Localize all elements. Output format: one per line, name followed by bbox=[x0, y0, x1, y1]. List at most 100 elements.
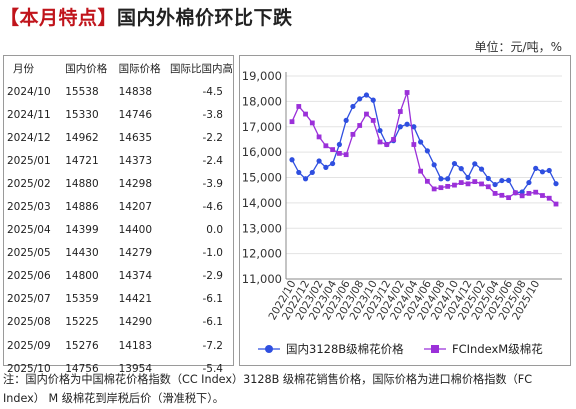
cell-international: 14183 bbox=[118, 339, 153, 352]
table-header-row: 月份 国内价格 国际价格 国际比国内高 bbox=[4, 56, 233, 80]
cell-domestic: 15538 bbox=[65, 85, 99, 98]
cell-international: 14207 bbox=[118, 201, 153, 214]
cell-diff: -2.4 bbox=[202, 154, 224, 167]
page-title: 【本月特点】国内外棉价环比下跌 bbox=[0, 3, 576, 31]
cell-international: 14373 bbox=[118, 154, 153, 167]
header-international: 国际价格 bbox=[118, 62, 161, 75]
data-point bbox=[370, 97, 376, 103]
data-point bbox=[411, 124, 417, 130]
data-point bbox=[533, 165, 539, 171]
data-point bbox=[289, 119, 295, 125]
data-point bbox=[397, 109, 403, 114]
cell-international: 13954 bbox=[118, 362, 153, 375]
cell-diff: -5.4 bbox=[202, 362, 224, 375]
price-line-chart: 11,000 12,000 13,000 14,000 15,000 16,000 17,0… bbox=[242, 69, 562, 356]
cell-domestic: 14721 bbox=[65, 154, 99, 167]
cell-month: 2025/06 bbox=[7, 270, 51, 283]
data-point bbox=[499, 177, 505, 184]
cell-diff: -3.8 bbox=[202, 108, 224, 121]
cell-domestic: 14399 bbox=[65, 224, 99, 237]
data-point bbox=[540, 193, 545, 198]
data-point bbox=[289, 157, 295, 163]
data-point bbox=[553, 201, 559, 207]
data-point bbox=[357, 123, 363, 128]
cell-month: 2025/01 bbox=[7, 154, 51, 167]
data-point bbox=[472, 161, 478, 167]
data-point bbox=[499, 192, 505, 198]
data-point bbox=[350, 103, 356, 110]
y-tick-label: 16,000 bbox=[242, 145, 282, 159]
cell-month: 2024/12 bbox=[7, 131, 51, 144]
data-point bbox=[357, 96, 363, 102]
cell-domestic: 14756 bbox=[65, 362, 99, 375]
data-point bbox=[418, 168, 424, 174]
data-point bbox=[479, 181, 484, 187]
data-point bbox=[363, 92, 370, 98]
cell-diff: -6.1 bbox=[202, 316, 224, 329]
data-point bbox=[323, 143, 329, 149]
title-text: 国内外棉价环比下跌 bbox=[117, 7, 293, 29]
series-line-2 bbox=[291, 92, 557, 205]
data-point bbox=[431, 162, 437, 168]
data-point bbox=[424, 178, 430, 184]
data-point bbox=[309, 120, 315, 126]
data-point bbox=[364, 111, 369, 117]
data-point bbox=[519, 193, 525, 199]
data-point bbox=[526, 179, 532, 186]
data-point bbox=[492, 191, 498, 196]
cell-month: 2025/07 bbox=[7, 293, 51, 306]
cell-international: 14374 bbox=[118, 270, 153, 283]
cell-diff: -4.5 bbox=[202, 85, 224, 98]
data-point bbox=[316, 158, 322, 164]
data-point bbox=[438, 185, 444, 191]
data-point bbox=[526, 190, 532, 196]
table-row: 2025/07 15359 14421 -6.1 bbox=[4, 288, 233, 311]
y-tick-label: 12,000 bbox=[242, 247, 282, 261]
table-row: 2025/04 14399 14400 0.0 bbox=[4, 219, 233, 242]
data-point bbox=[370, 118, 376, 123]
cell-diff: -1.0 bbox=[202, 247, 224, 260]
title-prefix: 【本月特点】 bbox=[0, 7, 118, 29]
cell-diff: -2.9 bbox=[202, 270, 224, 283]
cell-domestic: 14886 bbox=[65, 201, 99, 214]
table-row: 2025/10 14756 13954 -5.4 bbox=[4, 357, 233, 380]
data-point bbox=[452, 182, 457, 188]
cell-international: 14838 bbox=[118, 85, 153, 98]
data-point bbox=[465, 181, 471, 187]
data-point bbox=[296, 169, 302, 176]
legend-label-domestic: 国内3128B级棉花价格 bbox=[286, 342, 404, 356]
data-point bbox=[431, 186, 437, 192]
data-point bbox=[350, 131, 356, 137]
footnote: 注：国内价格为中国棉花价格指数（CC Index）3128B 级棉花销售价格，国… bbox=[3, 373, 533, 405]
header-domestic: 国内价格 bbox=[65, 62, 108, 75]
data-point bbox=[492, 181, 498, 188]
data-point bbox=[330, 147, 336, 152]
chart-panel: 11,000 12,000 13,000 14,000 15,000 16,000 17,0… bbox=[239, 55, 571, 366]
data-point bbox=[397, 124, 403, 130]
cell-month: 2025/02 bbox=[7, 177, 51, 190]
data-point bbox=[485, 184, 491, 190]
legend-marker-domestic bbox=[265, 345, 273, 353]
y-tick-label: 13,000 bbox=[242, 221, 282, 235]
cell-domestic: 14800 bbox=[65, 270, 99, 283]
data-point bbox=[445, 176, 451, 182]
cell-month: 2025/09 bbox=[7, 339, 51, 352]
y-tick-label: 11,000 bbox=[242, 272, 282, 286]
price-table-panel: 月份 国内价格 国际价格 国际比国内高 2024/10 15538 14838 -4.… bbox=[3, 55, 234, 375]
table-row: 2025/09 15276 14183 -7.2 bbox=[4, 334, 233, 357]
cell-domestic: 15359 bbox=[65, 293, 99, 306]
series-line-1 bbox=[291, 94, 557, 194]
data-point bbox=[472, 179, 478, 185]
cell-diff: -4.6 bbox=[202, 201, 224, 214]
data-point bbox=[404, 121, 410, 127]
legend-label-international: FCIndexM级棉花 bbox=[452, 342, 543, 356]
data-point bbox=[330, 160, 336, 167]
table-row: 2024/11 15330 14746 -3.8 bbox=[4, 103, 233, 126]
cell-international: 14290 bbox=[118, 316, 153, 329]
cell-international: 14298 bbox=[118, 177, 153, 190]
data-point bbox=[377, 127, 383, 134]
cell-international: 14421 bbox=[118, 293, 153, 306]
cell-month: 2025/05 bbox=[7, 247, 51, 260]
y-tick-label: 19,000 bbox=[242, 69, 282, 83]
data-point bbox=[336, 141, 342, 148]
